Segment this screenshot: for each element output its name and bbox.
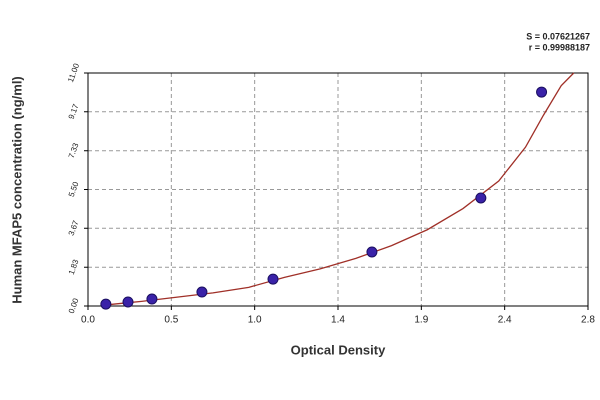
y-axis-label: Human MFAP5 concentration (ng/ml) (9, 76, 24, 304)
x-tick-label: 2.8 (581, 315, 595, 326)
x-tick-label: 2.4 (498, 315, 512, 326)
x-tick-label: 0.0 (81, 315, 95, 326)
data-point (122, 296, 134, 308)
data-point (536, 86, 548, 98)
data-point (146, 293, 158, 305)
annotation: S = 0.07621267 (526, 31, 590, 41)
x-tick-label: 1.9 (414, 315, 428, 326)
x-tick-label: 0.5 (164, 315, 178, 326)
x-tick-label: 1.0 (248, 315, 262, 326)
plot-frame (87, 72, 589, 307)
data-point (100, 298, 112, 310)
data-point (366, 246, 378, 258)
data-point (475, 192, 487, 204)
data-point (196, 286, 208, 298)
x-tick-label: 1.4 (331, 315, 345, 326)
data-point (267, 273, 279, 285)
annotation: r = 0.99988187 (529, 42, 590, 52)
x-axis-label: Optical Density (291, 342, 386, 357)
